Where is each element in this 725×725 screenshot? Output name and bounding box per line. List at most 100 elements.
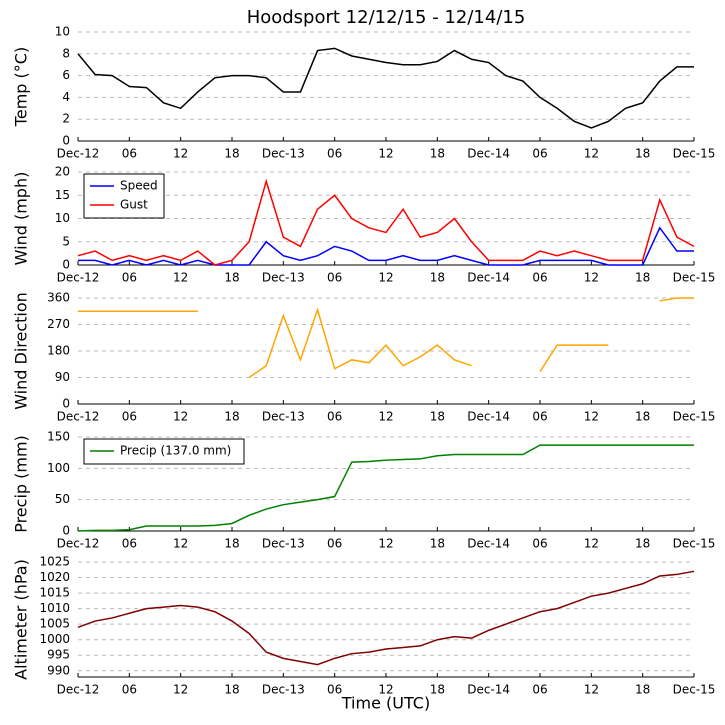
x-tick-label: 06 bbox=[327, 410, 342, 424]
x-tick-label: 06 bbox=[327, 271, 342, 285]
y-tick-label: 5 bbox=[62, 234, 70, 248]
y-tick-label: 8 bbox=[62, 46, 70, 60]
x-tick-label: 06 bbox=[327, 683, 342, 697]
x-tick-label: Dec-14 bbox=[467, 537, 510, 551]
x-tick-label: 06 bbox=[532, 410, 547, 424]
y-tick-label: 2 bbox=[62, 112, 70, 126]
x-tick-label: Dec-13 bbox=[262, 410, 305, 424]
legend-label: Precip (137.0 mm) bbox=[120, 444, 231, 458]
x-tick-label: 06 bbox=[122, 537, 137, 551]
x-axis-label: Time (UTC) bbox=[341, 694, 430, 713]
series-line bbox=[78, 226, 694, 266]
y-tick-label: 1025 bbox=[39, 555, 70, 569]
x-tick-label: Dec-12 bbox=[57, 410, 100, 424]
y-tick-label: 4 bbox=[62, 90, 70, 104]
y-tick-label: 15 bbox=[55, 188, 70, 202]
x-tick-label: 06 bbox=[327, 147, 342, 161]
y-tick-label: 0 bbox=[62, 397, 70, 411]
x-tick-label: Dec-15 bbox=[673, 147, 716, 161]
y-tick-label: 360 bbox=[47, 291, 70, 305]
x-tick-label: 18 bbox=[430, 271, 445, 285]
x-tick-label: 18 bbox=[224, 410, 239, 424]
x-tick-label: 18 bbox=[635, 271, 650, 285]
x-tick-label: Dec-15 bbox=[673, 683, 716, 697]
series-line bbox=[77, 47, 694, 129]
x-tick-label: 18 bbox=[430, 537, 445, 551]
x-tick-label: 12 bbox=[584, 271, 599, 285]
x-tick-label: 12 bbox=[378, 537, 393, 551]
x-tick-label: 06 bbox=[532, 271, 547, 285]
x-tick-label: 18 bbox=[224, 683, 239, 697]
x-tick-label: 12 bbox=[584, 147, 599, 161]
x-tick-label: Dec-12 bbox=[57, 683, 100, 697]
x-tick-label: 06 bbox=[532, 537, 547, 551]
y-tick-label: 995 bbox=[47, 648, 70, 662]
x-tick-label: 12 bbox=[173, 147, 188, 161]
legend-label: Gust bbox=[120, 198, 148, 212]
series-line bbox=[78, 297, 694, 379]
x-tick-label: 06 bbox=[532, 147, 547, 161]
chart-title: Hoodsport 12/12/15 - 12/14/15 bbox=[247, 7, 526, 28]
y-tick-label: 10 bbox=[55, 211, 70, 225]
x-tick-label: 18 bbox=[635, 537, 650, 551]
x-tick-label: 06 bbox=[532, 683, 547, 697]
x-tick-label: Dec-14 bbox=[467, 147, 510, 161]
x-tick-label: Dec-12 bbox=[57, 147, 100, 161]
y-tick-label: 0 bbox=[62, 524, 70, 538]
x-tick-label: Dec-13 bbox=[262, 271, 305, 285]
y-tick-label: 10 bbox=[55, 25, 70, 39]
y-tick-label: 20 bbox=[55, 165, 70, 179]
y-tick-label: 270 bbox=[47, 317, 70, 331]
y-tick-label: 6 bbox=[62, 68, 70, 82]
x-tick-label: 12 bbox=[378, 147, 393, 161]
x-tick-label: 18 bbox=[635, 410, 650, 424]
x-tick-label: 06 bbox=[122, 147, 137, 161]
x-tick-label: 18 bbox=[430, 147, 445, 161]
x-tick-label: Dec-13 bbox=[262, 147, 305, 161]
x-tick-label: Dec-12 bbox=[57, 537, 100, 551]
y-tick-label: 1020 bbox=[39, 570, 70, 584]
x-tick-label: 12 bbox=[378, 271, 393, 285]
series-line bbox=[77, 444, 694, 532]
x-tick-label: 06 bbox=[327, 537, 342, 551]
y-tick-label: 1005 bbox=[39, 617, 70, 631]
x-tick-label: Dec-14 bbox=[467, 271, 510, 285]
y-axis-label: Wind (mph) bbox=[12, 172, 31, 266]
x-tick-label: 18 bbox=[430, 410, 445, 424]
series-line bbox=[77, 570, 695, 666]
x-tick-label: 06 bbox=[122, 683, 137, 697]
x-tick-label: 06 bbox=[122, 271, 137, 285]
y-tick-label: 1000 bbox=[39, 632, 70, 646]
x-tick-label: 18 bbox=[635, 147, 650, 161]
x-tick-label: 12 bbox=[173, 410, 188, 424]
x-tick-label: 12 bbox=[173, 271, 188, 285]
x-tick-label: 18 bbox=[635, 683, 650, 697]
x-tick-label: Dec-14 bbox=[467, 683, 510, 697]
legend-label: Speed bbox=[120, 179, 158, 193]
y-axis-label: Altimeter (hPa) bbox=[12, 559, 31, 680]
x-tick-label: Dec-13 bbox=[262, 683, 305, 697]
y-tick-label: 0 bbox=[62, 134, 70, 148]
y-axis-label: Temp (°C) bbox=[12, 47, 31, 127]
x-tick-label: Dec-15 bbox=[673, 410, 716, 424]
series-line bbox=[77, 178, 695, 266]
x-tick-label: 18 bbox=[430, 683, 445, 697]
x-tick-label: 12 bbox=[173, 537, 188, 551]
x-tick-label: Dec-15 bbox=[673, 271, 716, 285]
x-tick-label: 12 bbox=[584, 410, 599, 424]
x-tick-label: 18 bbox=[224, 537, 239, 551]
y-tick-label: 50 bbox=[55, 492, 70, 506]
y-tick-label: 1015 bbox=[39, 586, 70, 600]
y-tick-label: 100 bbox=[47, 461, 70, 475]
y-tick-label: 0 bbox=[62, 258, 70, 272]
x-tick-label: 18 bbox=[224, 147, 239, 161]
x-tick-label: 12 bbox=[584, 683, 599, 697]
x-tick-label: 18 bbox=[224, 271, 239, 285]
y-tick-label: 150 bbox=[47, 430, 70, 444]
x-tick-label: 12 bbox=[173, 683, 188, 697]
y-tick-label: 90 bbox=[55, 370, 70, 384]
y-axis-label: Precip (mm) bbox=[12, 435, 31, 533]
x-tick-label: Dec-12 bbox=[57, 271, 100, 285]
y-axis-label: Wind Direction bbox=[12, 292, 31, 410]
